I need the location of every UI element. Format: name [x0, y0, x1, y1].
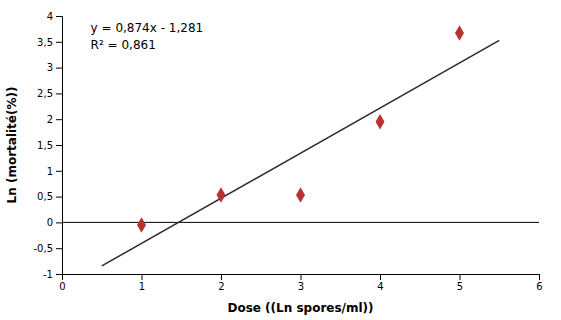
y-tick-label: 0 — [47, 217, 53, 228]
y-tick-mark — [56, 16, 62, 17]
x-tick-label: 2 — [218, 281, 224, 292]
annotation: y = 0,874x - 1,281 R² = 0,861 — [91, 21, 204, 52]
x-tick: 4 — [377, 274, 383, 292]
y-tick-label: 2 — [47, 114, 53, 125]
annotation-text: y = 0,874x - 1,281 — [91, 21, 204, 35]
y-tick-label: 1 — [47, 166, 53, 177]
y-tick-label: 3 — [47, 62, 53, 73]
y-tick: 1,5 — [37, 140, 62, 151]
y-axis-title: Ln (mortalité(%)) — [5, 87, 19, 204]
y-tick: 3,5 — [37, 37, 62, 48]
x-tick: 2 — [218, 274, 224, 292]
x-tick-label: 0 — [59, 281, 65, 292]
x-tick: 3 — [298, 274, 304, 292]
marks — [62, 25, 539, 266]
x-tick-mark — [460, 274, 461, 280]
annotation-text: R² = 0,861 — [91, 38, 156, 52]
plot-area: 0 1 2 3 4 5 6 -1 -0,5 0 0,5 1 1,5 2 2,5 3 3,5 4 y = 0,874x… — [33, 11, 542, 292]
x-axis: 0 1 2 3 4 5 6 — [59, 274, 542, 292]
x-tick-mark — [221, 274, 222, 280]
y-tick-mark — [56, 197, 62, 198]
x-axis-title: Dose ((Ln spores/ml)) — [227, 301, 373, 315]
y-tick-label: -0,5 — [33, 243, 53, 254]
y-tick-label: 3,5 — [37, 37, 53, 48]
y-tick: 4 — [47, 11, 62, 22]
x-tick-mark — [380, 274, 381, 280]
y-tick-label: 1,5 — [37, 140, 53, 151]
y-tick-mark — [56, 93, 62, 94]
y-tick: 3 — [47, 62, 62, 73]
scatter-point — [217, 187, 226, 203]
scatter-point — [137, 217, 146, 233]
chart-svg: 0 1 2 3 4 5 6 -1 -0,5 0 0,5 1 1,5 2 2,5 3 3,5 4 y = 0,874x… — [0, 0, 561, 320]
y-tick: 0 — [47, 217, 62, 228]
x-tick-mark — [301, 274, 302, 280]
y-tick: -1 — [43, 269, 62, 280]
x-tick-label: 6 — [536, 281, 542, 292]
zero-line — [62, 222, 539, 223]
y-tick-mark — [56, 119, 62, 120]
chart-container: 0 1 2 3 4 5 6 -1 -0,5 0 0,5 1 1,5 2 2,5 3 3,5 4 y = 0,874x… — [0, 0, 561, 320]
y-tick-label: 4 — [47, 11, 53, 22]
y-axis-line — [56, 17, 63, 275]
y-tick-label: 0,5 — [37, 191, 53, 202]
x-tick-mark — [142, 274, 143, 280]
x-tick: 0 — [59, 274, 65, 292]
x-tick: 5 — [457, 274, 463, 292]
y-tick-mark — [56, 222, 62, 223]
y-tick-label: -1 — [43, 269, 53, 280]
y-tick-mark — [56, 171, 62, 172]
x-tick-label: 4 — [377, 281, 383, 292]
x-tick-mark — [539, 274, 540, 280]
y-tick: 2,5 — [37, 88, 62, 99]
x-tick-label: 1 — [139, 281, 145, 292]
y-tick-mark — [56, 68, 62, 69]
y-tick: 1 — [47, 166, 62, 177]
y-axis: -1 -0,5 0 0,5 1 1,5 2 2,5 3 3,5 4 — [33, 11, 62, 280]
y-tick: 2 — [47, 114, 62, 125]
y-tick-mark — [56, 145, 62, 146]
x-tick: 6 — [536, 274, 542, 292]
scatter-point — [455, 25, 464, 41]
scatter-point — [296, 187, 305, 203]
y-tick-mark — [56, 248, 62, 249]
x-tick-label: 5 — [457, 281, 463, 292]
y-tick: 0,5 — [37, 191, 62, 202]
x-tick: 1 — [139, 274, 145, 292]
y-tick-mark — [56, 42, 62, 43]
y-tick-label: 2,5 — [37, 88, 53, 99]
scatter-point — [376, 114, 385, 130]
x-axis-line — [63, 275, 540, 281]
regression-line — [102, 40, 500, 265]
y-tick-mark — [56, 274, 62, 275]
y-tick: -0,5 — [33, 243, 62, 254]
x-tick-label: 3 — [298, 281, 304, 292]
